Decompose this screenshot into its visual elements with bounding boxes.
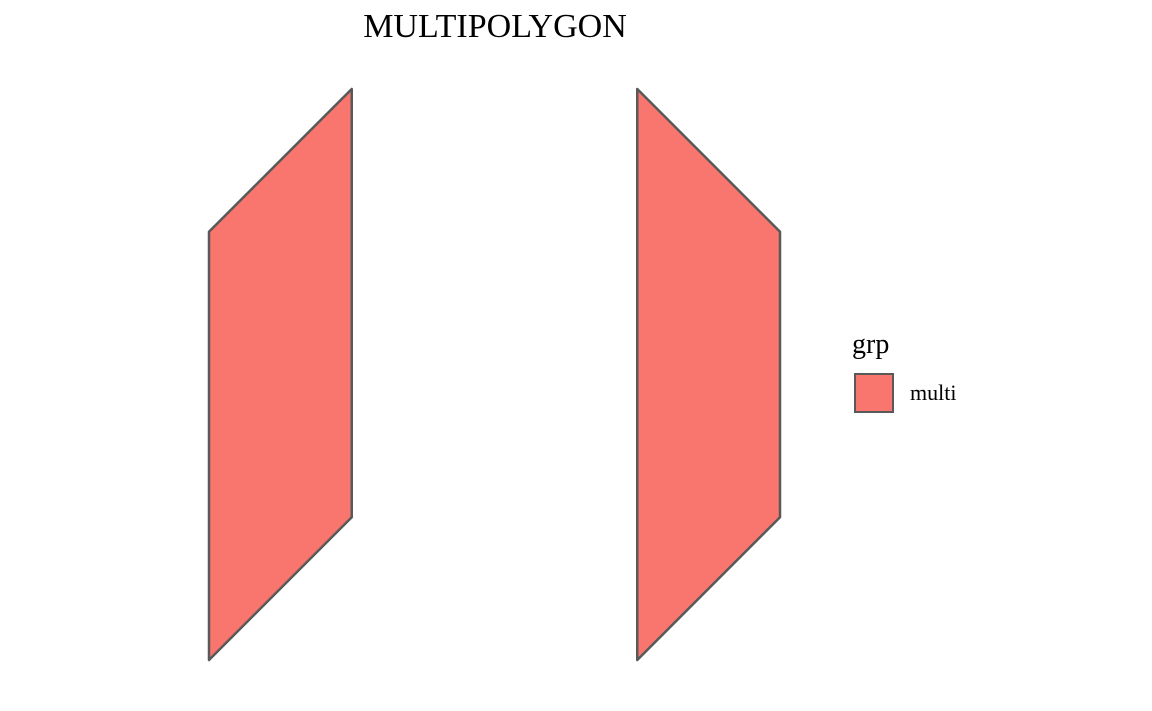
polygon-multi-1 [207,87,353,662]
legend-title: grp [852,329,890,360]
legend-key-swatch [854,373,894,413]
legend-label: multi [910,380,957,405]
legend-item-multi: multi [852,373,956,413]
chart-title: MULTIPOLYGON [363,8,627,45]
legend: grp multi [852,327,956,413]
polygon-multi-2 [636,87,782,662]
